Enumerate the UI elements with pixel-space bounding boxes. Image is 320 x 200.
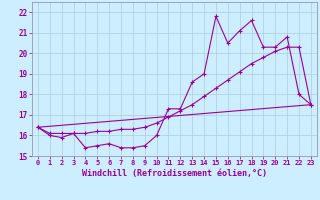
X-axis label: Windchill (Refroidissement éolien,°C): Windchill (Refroidissement éolien,°C) [82, 169, 267, 178]
